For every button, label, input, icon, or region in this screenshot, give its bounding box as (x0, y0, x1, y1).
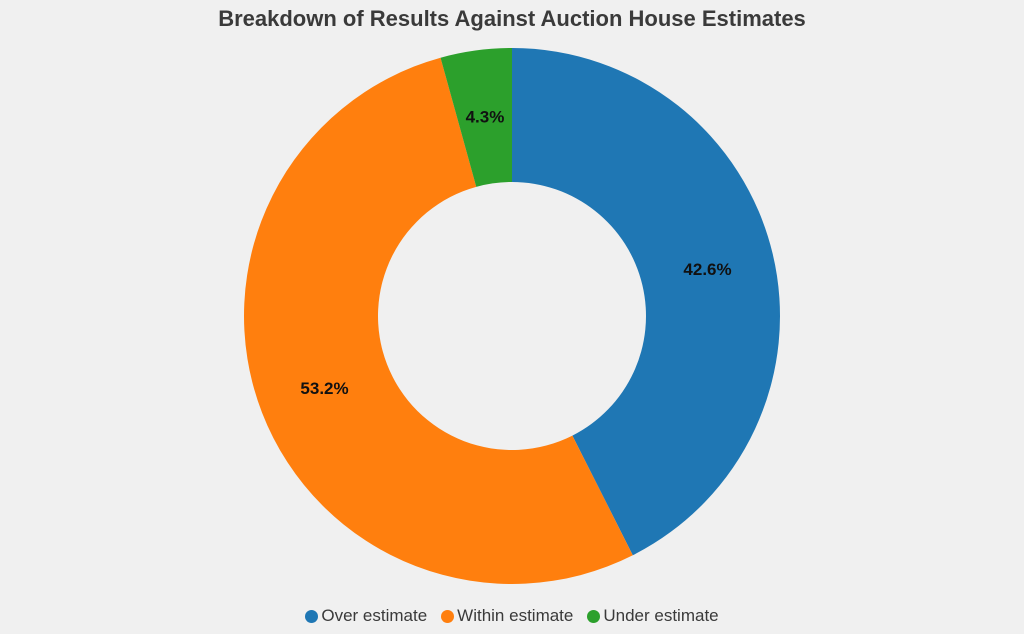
legend-swatch-under-estimate (587, 609, 601, 623)
legend-swatch-within-estimate (441, 609, 455, 623)
legend-label-over-estimate: Over estimate (321, 606, 428, 625)
data-label-within-estimate: 53.2% (300, 379, 348, 398)
legend-item-within-estimate[interactable]: Within estimate (441, 606, 573, 626)
chart-title: Breakdown of Results Against Auction Hou… (218, 6, 806, 31)
slice-under-estimate[interactable] (440, 48, 512, 187)
data-label-under-estimate: 4.3% (466, 107, 505, 126)
data-label-over-estimate: 42.6% (683, 260, 731, 279)
legend-label-under-estimate: Under estimate (603, 606, 719, 625)
slice-over-estimate[interactable] (512, 48, 780, 556)
slice-within-estimate[interactable] (243, 57, 633, 585)
legend: Over estimate Within estimate Under esti… (0, 606, 1024, 626)
legend-item-under-estimate[interactable]: Under estimate (587, 606, 719, 626)
legend-swatch-over-estimate (305, 609, 319, 623)
legend-item-over-estimate[interactable]: Over estimate (305, 606, 427, 626)
legend-label-within-estimate: Within estimate (457, 606, 574, 625)
